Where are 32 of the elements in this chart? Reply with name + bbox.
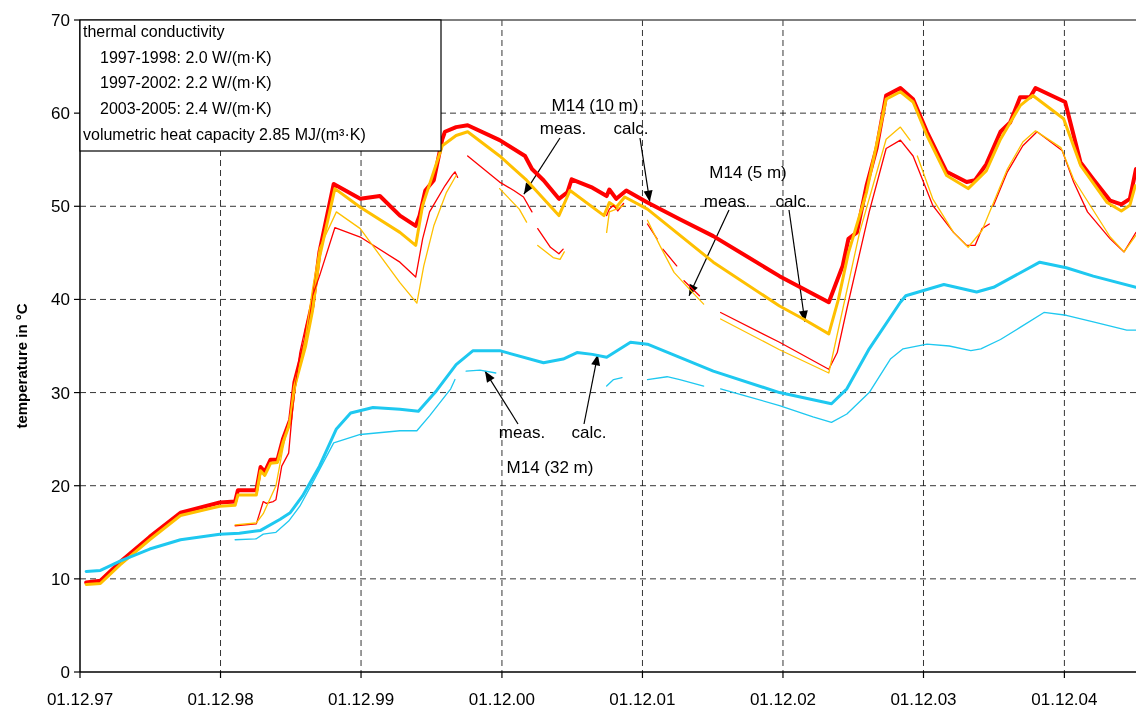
annotation: meas. [498,423,546,442]
annotation: M14 (32 m) [506,458,594,477]
annotation: volumetric heat capacity 2.85 MJ/(m³·K) [83,126,366,143]
annotation: thermal conductivity [83,23,225,40]
y-tick-label: 40 [51,290,70,310]
y-tick-label: 0 [60,663,70,682]
y-tick-label: 50 [51,197,70,217]
y-tick-label: 20 [51,476,70,496]
annotation: M14 (5 m) [709,163,787,182]
x-tick-label: 01.12.00 [468,690,536,709]
line-series [84,260,1136,573]
annotation: calc. [571,423,607,442]
y-tick-label: 30 [51,383,70,403]
x-tick-label: 01.12.03 [890,690,957,709]
x-tick-label: 01.12.98 [187,690,254,709]
annotation: meas. [703,192,751,211]
annotation: 1997-1998: 2.0 W/(m·K) [100,49,272,66]
x-tick-label: 01.12.99 [327,690,395,709]
y-tick-label: 70 [51,11,70,30]
x-tick-label: 01.12.01 [609,690,676,709]
annotation: calc. [775,192,811,211]
annotation: meas. [539,119,587,138]
annotation: calc. [613,119,649,138]
x-tick-label: 01.12.02 [749,690,817,709]
annotation: 1997-2002: 2.2 W/(m·K) [100,74,272,91]
y-axis-title: temperature in °C [13,303,30,429]
annotation: 2003-2005: 2.4 W/(m·K) [100,100,272,117]
x-tick-label: 01.12.97 [46,690,114,709]
y-tick-label: 10 [51,569,70,589]
x-tick-label: 01.12.04 [1031,690,1098,709]
y-tick-label: 60 [51,104,70,124]
annotation: M14 (10 m) [551,96,639,115]
